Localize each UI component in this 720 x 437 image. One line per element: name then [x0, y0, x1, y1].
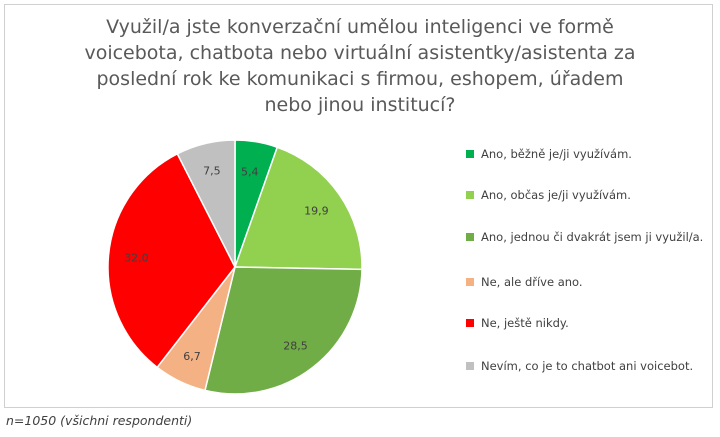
legend-swatch-5 [466, 319, 474, 327]
pie-slice-5 [107, 152, 236, 369]
legend-label-5: Ne, ještě nikdy. [481, 316, 569, 330]
legend-label-2: Ano, občas je/ji využívám. [481, 188, 631, 202]
legend-item-3: Ano, jednou či dvakrát jsem ji využil/a. [466, 229, 706, 246]
chart-frame [4, 4, 713, 408]
legend-item-6: Nevím, co je to chatbot ani voicebot. [466, 358, 706, 375]
pie-slice-6 [176, 139, 236, 268]
legend-swatch-3 [466, 233, 474, 241]
pie-slice-2 [233, 146, 363, 271]
data-label-6: 7,5 [203, 165, 221, 178]
footnote: n=1050 (všichni respondenti) [6, 413, 193, 428]
legend-item-4: Ne, ale dříve ano. [466, 274, 706, 291]
legend-item-1: Ano, běžně je/ji využívám. [466, 146, 706, 163]
chart-title: Využil/a jste konverzační umělou intelig… [84, 16, 636, 116]
data-label-2: 19,9 [304, 205, 329, 218]
data-label-4: 6,7 [183, 350, 201, 363]
legend-swatch-1 [466, 150, 474, 158]
data-label-3: 28,5 [283, 339, 308, 352]
legend-swatch-6 [466, 362, 474, 370]
legend-label-3: Ano, jednou či dvakrát jsem ji využil/a. [481, 230, 704, 244]
pie-slices [107, 139, 363, 395]
legend-item-2: Ano, občas je/ji využívám. [466, 187, 706, 204]
legend-label-6: Nevím, co je to chatbot ani voicebot. [481, 359, 694, 373]
legend-item-5: Ne, ještě nikdy. [466, 315, 706, 332]
legend-label-1: Ano, běžně je/ji využívám. [481, 147, 632, 161]
legend-swatch-4 [466, 278, 474, 286]
data-label-1: 5,4 [241, 165, 259, 178]
pie-slice-3 [204, 266, 363, 395]
pie-data-labels: 5,4 19,9 28,5 6,7 32,0 7,5 [124, 165, 329, 364]
legend-swatch-2 [466, 191, 474, 199]
legend-label-4: Ne, ale dříve ano. [481, 275, 583, 289]
data-label-5: 32,0 [124, 252, 149, 265]
